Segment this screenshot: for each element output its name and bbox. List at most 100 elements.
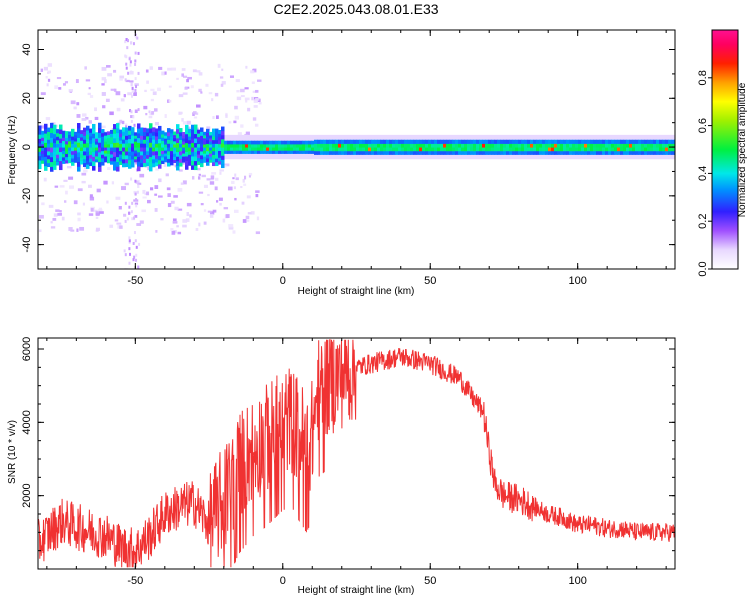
heatmap-cell (215, 135, 219, 141)
heatmap-cell (198, 72, 203, 76)
heatmap-cell (113, 142, 117, 148)
heatmap-cell (149, 142, 153, 148)
heatmap-cell (212, 139, 216, 144)
heatmap-cell (437, 143, 441, 148)
x-tick-label: 0 (280, 275, 286, 287)
heatmap-cell (548, 143, 552, 148)
heatmap-cell (383, 139, 387, 144)
heatmap-cell (518, 147, 522, 152)
heatmap-cell (155, 154, 159, 159)
heatmap-cell (130, 177, 133, 181)
heatmap-cell (170, 154, 174, 159)
heatmap-cell (263, 147, 267, 151)
heatmap-cell (197, 176, 201, 180)
heatmap-cell (89, 194, 93, 198)
heatmap-cell (68, 89, 73, 92)
heatmap-cell (590, 139, 594, 144)
heatmap-cell (207, 210, 212, 213)
heatmap-cell (134, 59, 137, 63)
heatmap-cell (434, 143, 438, 148)
heatmap-cell (44, 156, 48, 162)
heatmap-cell (647, 139, 651, 144)
heatmap-cell (296, 140, 300, 145)
heatmap-cell (305, 143, 309, 148)
heatmap-cell (188, 150, 192, 155)
heatmap-cell (134, 202, 139, 205)
heatmap-cell (392, 143, 396, 148)
heatmap-cell (497, 147, 501, 152)
heatmap-cell (152, 143, 156, 148)
heatmap-cell (500, 139, 504, 144)
heatmap-cell (188, 132, 192, 137)
heatmap-cell (77, 188, 83, 192)
heatmap-cell (257, 147, 261, 151)
heatmap-cell (109, 111, 114, 116)
heatmap-cell (461, 143, 465, 148)
heatmap-cell (255, 89, 259, 93)
heatmap-cell (560, 150, 564, 155)
heatmap-cell (191, 129, 195, 135)
heatmap-cell (668, 139, 672, 144)
heatmap-cell (89, 196, 95, 201)
heatmap-cell (131, 155, 135, 160)
heatmap-cell (179, 139, 183, 144)
heatmap-cell (62, 156, 66, 161)
heatmap-cell (101, 83, 105, 86)
heatmap-cell (506, 139, 510, 144)
heatmap-cell (395, 150, 399, 155)
heatmap-cell (246, 195, 251, 199)
heatmap-cell (428, 147, 432, 152)
heatmap-cell (608, 150, 612, 155)
heatmap-cell (207, 193, 210, 197)
heatmap-cell (248, 175, 251, 178)
heatmap-cell (437, 139, 441, 144)
heatmap-cell (548, 139, 552, 144)
heatmap-cell (356, 150, 360, 155)
heatmap-cell (143, 154, 147, 160)
heatmap-cell (512, 147, 516, 152)
heatmap-cell (215, 128, 219, 133)
heatmap-cell (93, 209, 98, 212)
heatmap-cell (155, 132, 159, 137)
heatmap-cell (135, 198, 138, 202)
heatmap-cell (165, 173, 169, 177)
heatmap-cell (326, 150, 330, 155)
heatmap-cell (188, 139, 192, 144)
heatmap-cell (254, 150, 258, 154)
heatmap-cell (143, 127, 147, 133)
heatmap-cell (75, 79, 79, 84)
heatmap-cell (221, 68, 224, 71)
heatmap-cell (195, 227, 199, 231)
heatmap-cell (143, 135, 147, 140)
heatmap-cell (217, 63, 221, 68)
heatmap-cell (228, 226, 234, 230)
heatmap-cell (383, 147, 387, 152)
heatmap-cell (383, 143, 387, 148)
heatmap-cell (146, 154, 150, 159)
heatmap-cell (545, 139, 549, 144)
heatmap-cell (132, 258, 135, 262)
heatmap-cell (590, 147, 594, 152)
heatmap-cell (230, 147, 234, 151)
heatmap-cell (206, 178, 211, 181)
heatmap-cell (62, 160, 66, 164)
heatmap-cell (563, 150, 567, 155)
heatmap-cell (203, 131, 207, 136)
heatmap-cell (425, 150, 429, 155)
heatmap-cell (212, 154, 216, 159)
heatmap-cell (221, 126, 225, 132)
heatmap-cell (77, 156, 81, 162)
heatmap-cell (215, 161, 219, 167)
heatmap-cell (419, 143, 423, 148)
heatmap-cell (71, 136, 75, 141)
heatmap-cell (74, 159, 78, 163)
heatmap-cell (392, 150, 396, 155)
heatmap-cell (347, 139, 351, 144)
heatmap-cell (527, 139, 531, 144)
heatmap-cell (116, 151, 120, 158)
heatmap-cell (164, 138, 168, 142)
heatmap-cell (173, 147, 177, 151)
heatmap-cell (413, 150, 417, 155)
heatmap-cell (95, 213, 100, 216)
heatmap-cell (65, 134, 69, 139)
